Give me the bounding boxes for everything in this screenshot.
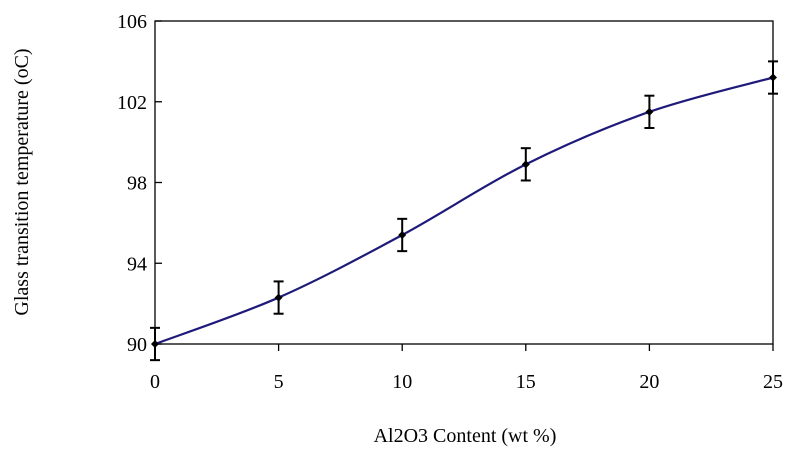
- data-point: [398, 230, 407, 239]
- y-tick-label: 106: [117, 11, 147, 33]
- y-tick-label: 102: [117, 92, 147, 114]
- plot-frame: [154, 20, 774, 345]
- x-tick-label: 5: [274, 371, 284, 393]
- data-point: [521, 160, 530, 169]
- y-axis-label: Glass transition temperature (oC): [11, 48, 33, 315]
- data-point-layer: [151, 73, 777, 348]
- x-tick-label: 10: [392, 371, 412, 393]
- x-tick-label: 25: [763, 371, 783, 393]
- data-point: [151, 340, 159, 348]
- error-bar-layer: [150, 60, 778, 362]
- y-tick-label: 90: [127, 334, 147, 356]
- tick-label-layer: 90 94 98 102 106 0 5 10 15 20 25: [117, 11, 783, 393]
- axes: [154, 20, 774, 351]
- y-tick-label: 98: [127, 173, 147, 195]
- data-point: [769, 73, 777, 82]
- data-point: [274, 293, 283, 302]
- x-tick-label: 15: [516, 371, 536, 393]
- x-axis-label: Al2O3 Content (wt %): [374, 425, 557, 447]
- data-point: [645, 107, 654, 116]
- x-tick-label: 0: [150, 371, 160, 393]
- series-line: [154, 76, 774, 346]
- y-tick-label: 94: [127, 253, 147, 275]
- series-curve-layer: [154, 76, 774, 346]
- x-tick-label: 20: [639, 371, 659, 393]
